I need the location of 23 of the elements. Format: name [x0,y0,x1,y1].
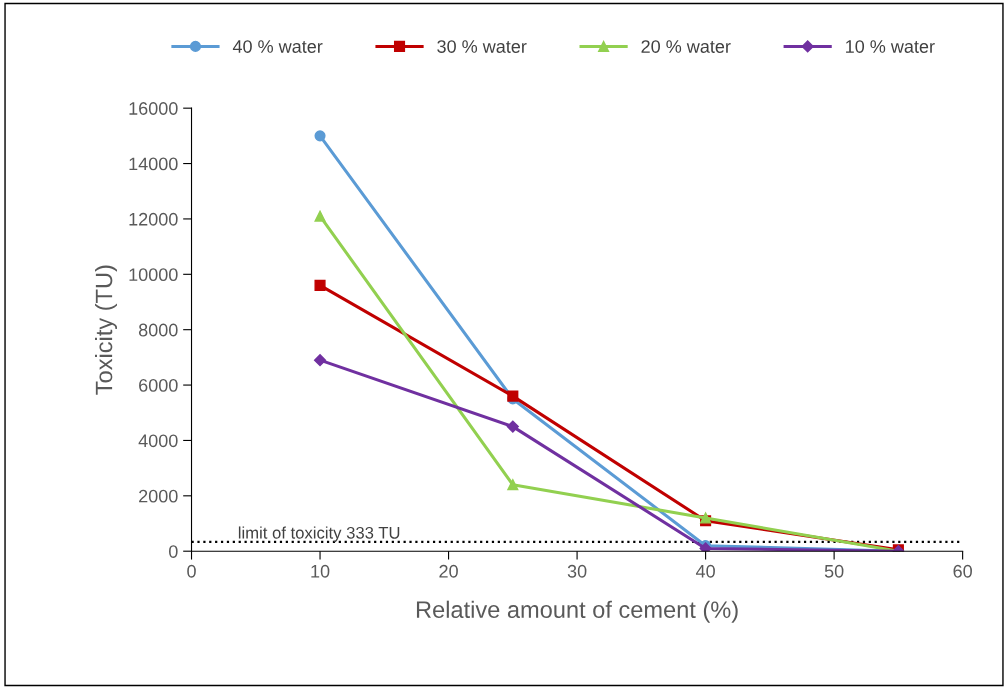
x-tick-label: 20 [439,564,458,578]
legend-label: 20 % water [641,40,731,53]
ref-line-label: limit of toxicity 333 TU [238,526,400,542]
y-tick-label: 12000 [129,212,178,226]
x-tick-label: 50 [824,564,844,578]
x-tick-label: 30 [567,564,587,578]
legend-label: 30 % water [437,40,527,53]
y-tick-label: 2000 [139,489,178,503]
y-axis-title: Toxicity (TU) [95,265,118,395]
y-tick-label: 6000 [139,379,178,392]
y-tick-label: 14000 [129,157,178,171]
x-tick-label: 40 [695,564,715,578]
x-axis-title: Relative amount of cement (%) [416,600,738,623]
y-tick-label: 16000 [129,102,178,115]
x-tick-label: 10 [311,564,330,578]
legend-label: 10 % water [846,40,935,53]
x-tick-label: 60 [953,564,972,578]
y-tick-label: 0 [168,545,178,558]
y-tick-label: 8000 [138,323,178,337]
y-tick-label: 10000 [129,268,178,282]
legend-label: 40 % water [232,40,323,53]
y-tick-label: 4000 [138,434,178,448]
x-tick-label: 0 [187,564,196,578]
